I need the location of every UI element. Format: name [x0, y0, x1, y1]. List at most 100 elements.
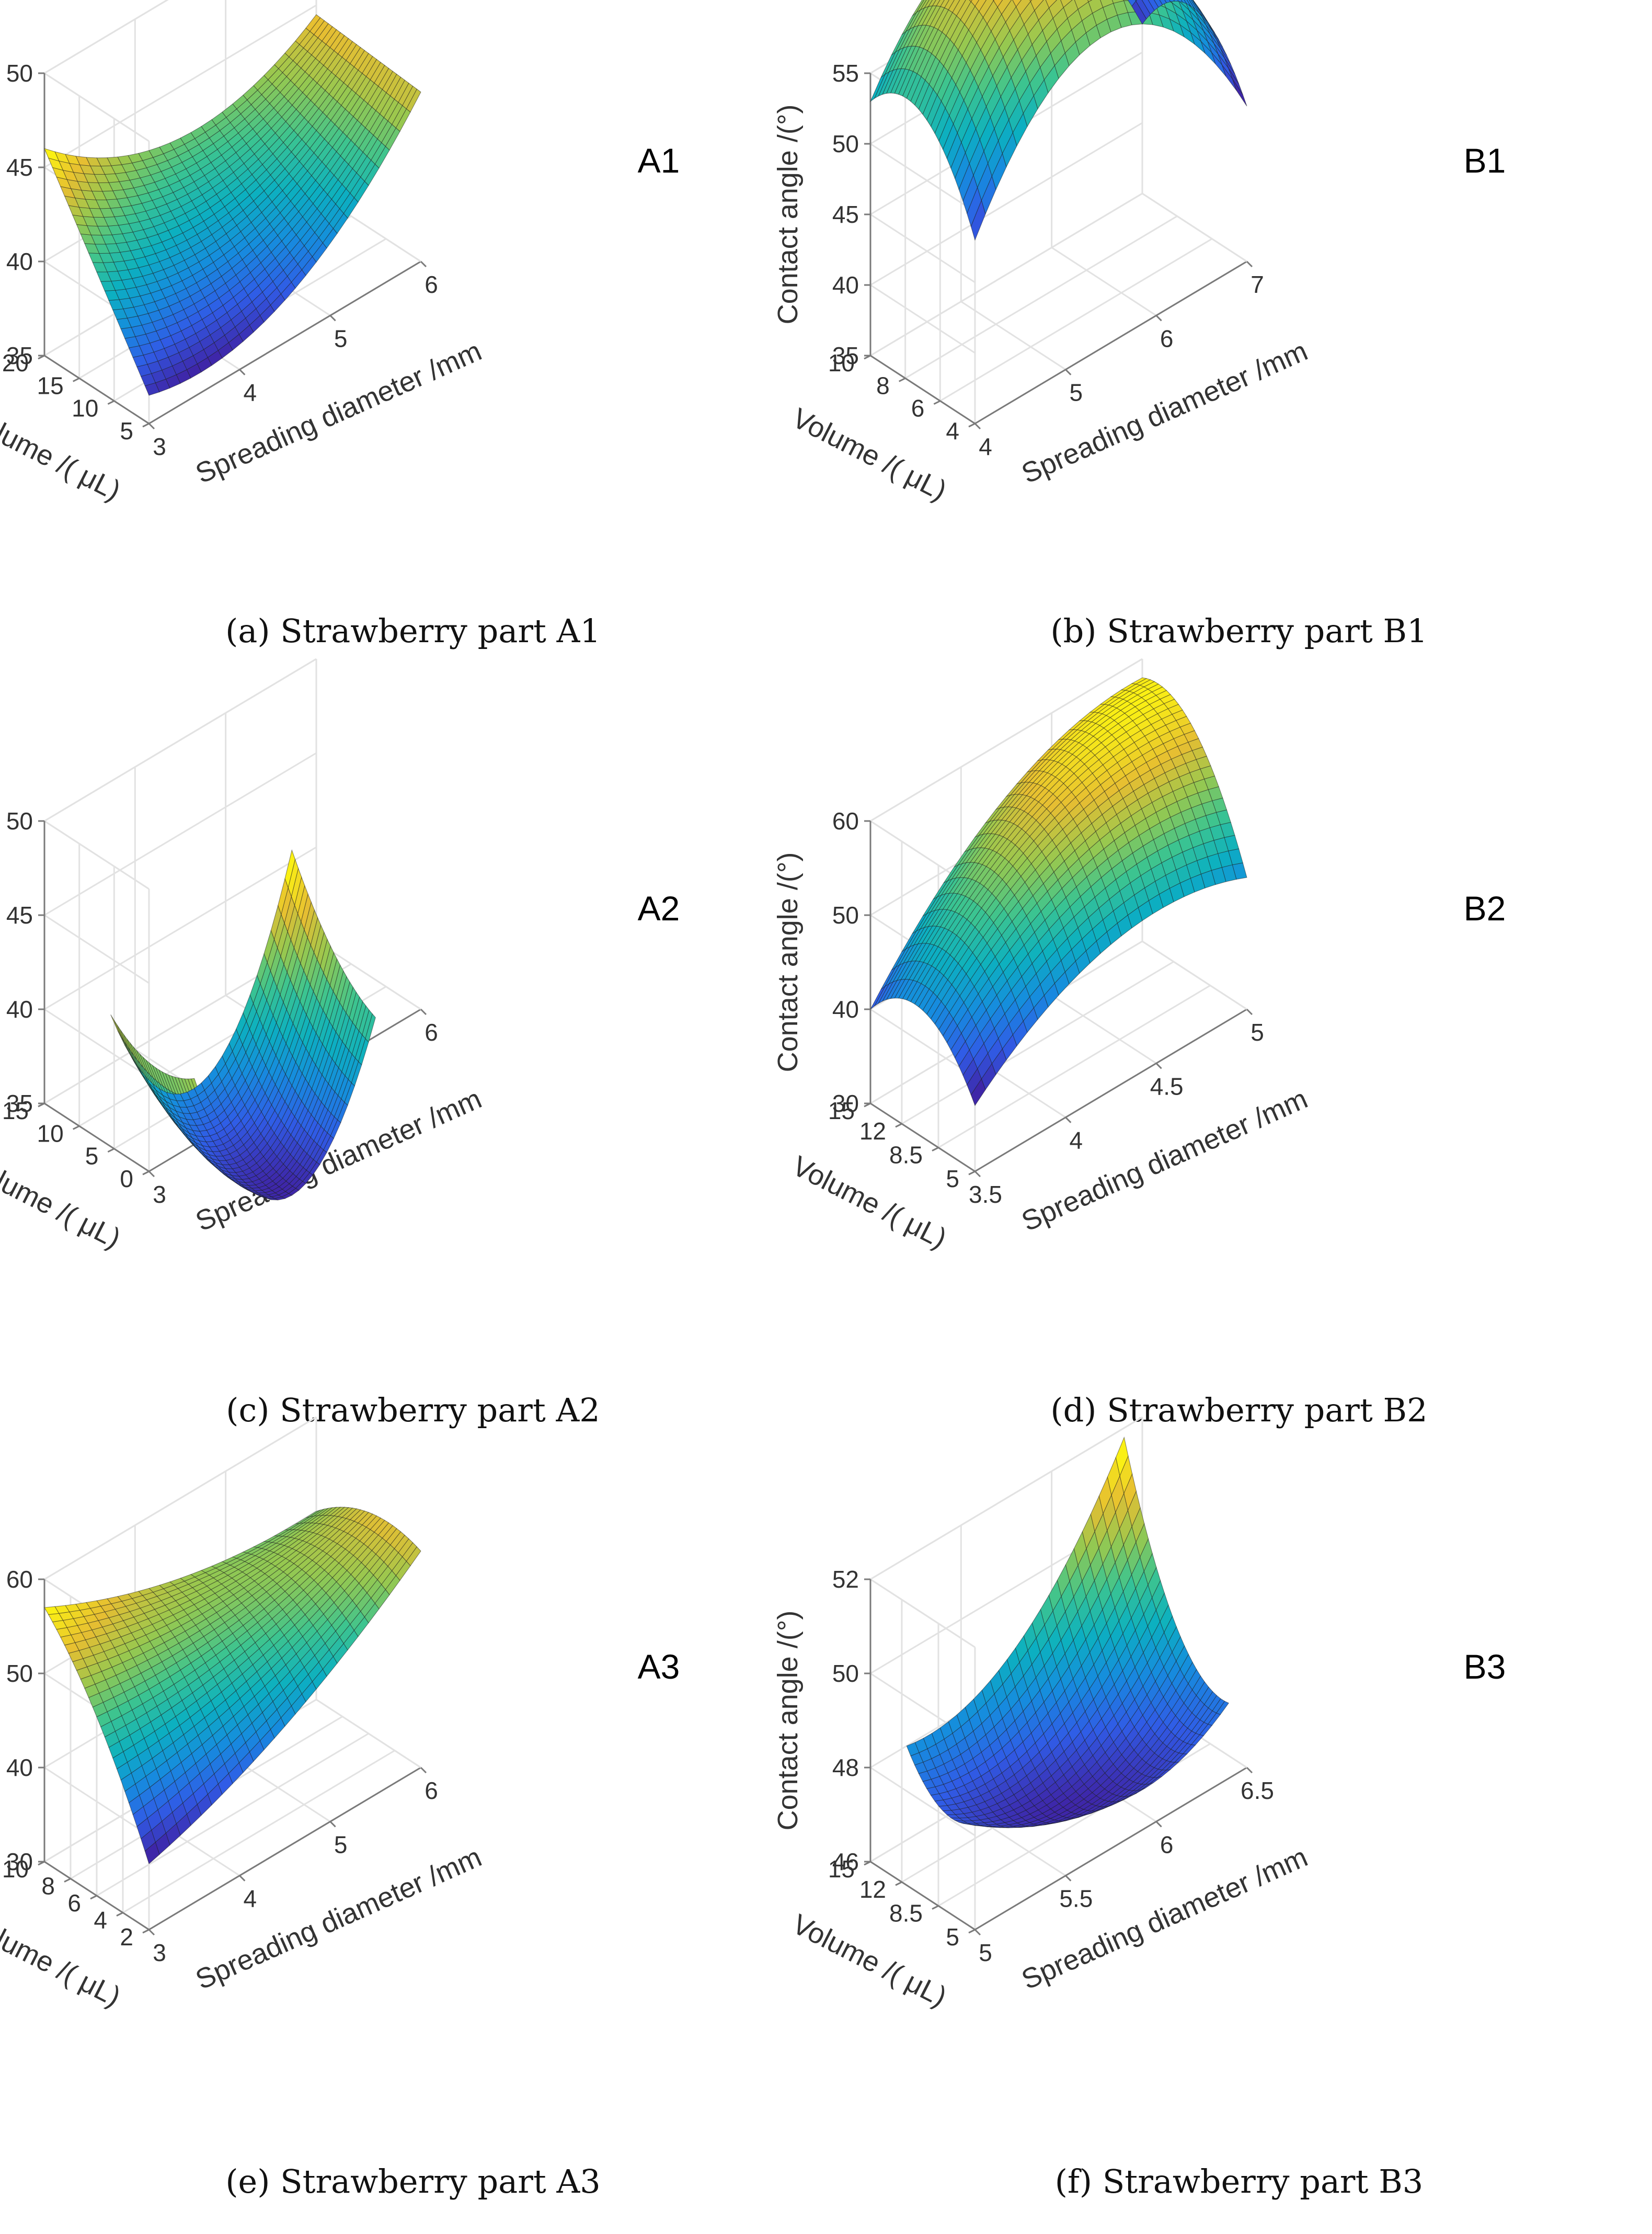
- y-tick: [142, 423, 150, 428]
- z-tick-label: 35: [832, 342, 859, 369]
- x-tick: [974, 1170, 981, 1178]
- x-tick: [148, 423, 155, 430]
- x-tick-label: 6: [425, 1777, 438, 1804]
- gridline-y: [904, 215, 1178, 379]
- y-tick: [116, 1912, 123, 1917]
- y-tick: [898, 377, 906, 382]
- surface-cell: [870, 986, 886, 1010]
- y-axis-line: [870, 1861, 976, 1931]
- y-tick-label: 12: [859, 1876, 886, 1903]
- surface-cell: [1111, 0, 1125, 4]
- y-axis-line: [870, 355, 976, 425]
- x-tick: [420, 1766, 427, 1774]
- x-tick: [974, 423, 981, 430]
- y-tick-label: 8.5: [889, 1142, 923, 1169]
- x-axis-label: Spreading diameter /mm: [1017, 1841, 1312, 1996]
- z-tick-label: 40: [832, 271, 859, 299]
- z-axis-label: Contact angle /(°): [772, 1611, 804, 1831]
- x-tick-label: 6: [1160, 1831, 1174, 1858]
- gridline-z: [870, 143, 976, 213]
- x-tick: [1065, 1875, 1072, 1882]
- z-axis-label: Contact angle /(°): [772, 105, 804, 325]
- z-tick-label: 50: [6, 1660, 33, 1687]
- z-tick-label: 30: [832, 1090, 859, 1117]
- x-tick-label: 5: [979, 1939, 992, 1966]
- y-axis-line: [44, 355, 150, 425]
- panel-tag: A2: [638, 889, 680, 928]
- y-tick-label: 15: [37, 372, 63, 399]
- y-tick-label: 4: [94, 1907, 107, 1934]
- gridline-x: [960, 301, 1066, 370]
- box-edge: [44, 1416, 317, 1580]
- y-tick-label: 4: [946, 417, 959, 444]
- x-tick-label: 5: [1070, 379, 1083, 406]
- y-tick: [107, 400, 115, 405]
- x-tick-label: 4: [244, 379, 257, 406]
- y-tick: [64, 1878, 71, 1883]
- box-edge: [870, 658, 1143, 822]
- x-tick: [1155, 315, 1162, 322]
- z-tick-label: 40: [6, 996, 33, 1023]
- y-tick: [72, 377, 80, 382]
- y-tick-label: 15: [2, 1097, 29, 1124]
- gridline-y: [901, 961, 1174, 1125]
- y-tick-label: 2: [120, 1923, 133, 1951]
- box-edge: [870, 1578, 976, 1648]
- x-tick-label: 6: [425, 271, 438, 298]
- z-tick-label: 50: [832, 130, 859, 157]
- gridline-x: [1051, 995, 1157, 1064]
- x-tick-label: 4: [244, 1885, 257, 1912]
- floor-edge: [1142, 940, 1247, 1010]
- x-axis-line: [974, 1008, 1247, 1172]
- y-tick: [142, 1929, 150, 1934]
- gridline-y: [96, 1733, 369, 1897]
- surface-cell: [44, 1606, 60, 1615]
- box-edge: [44, 820, 150, 890]
- x-tick: [974, 1929, 981, 1936]
- y-tick-label: 5: [946, 1165, 959, 1192]
- y-tick: [968, 1170, 976, 1176]
- z-tick-label: 52: [832, 1566, 859, 1593]
- y-axis-label: Volume /( μL): [0, 402, 125, 507]
- x-tick-label: 7: [1251, 271, 1264, 298]
- z-tick-label: 60: [6, 1566, 33, 1593]
- x-tick-label: 4: [979, 433, 992, 460]
- gridline-z: [44, 846, 317, 1010]
- y-tick: [895, 1123, 902, 1128]
- gridline-z: [870, 192, 1143, 357]
- panel-tag: A3: [638, 1647, 680, 1686]
- box-edge: [870, 1416, 1143, 1580]
- surface-cell: [1232, 78, 1247, 107]
- y-tick-label: 6: [67, 1889, 81, 1917]
- x-tick-label: 6.5: [1241, 1777, 1274, 1804]
- y-tick-label: 0: [120, 1165, 133, 1192]
- x-tick: [1246, 1008, 1253, 1016]
- z-tick-label: 40: [6, 248, 33, 275]
- surface-mesh: [870, 677, 1247, 1107]
- x-tick: [1155, 1821, 1162, 1828]
- surface-mesh: [110, 849, 376, 1201]
- surface-mesh: [44, 1507, 421, 1864]
- caption-b1: (b) Strawberry part B1: [1050, 612, 1428, 650]
- y-tick-label: 5: [946, 1923, 959, 1951]
- floor-edge: [316, 1699, 421, 1769]
- x-tick: [1065, 369, 1072, 375]
- surface-cell: [110, 1015, 121, 1036]
- box-edge: [44, 658, 317, 822]
- surface-cell: [906, 1742, 920, 1757]
- gridline-z: [44, 0, 169, 74]
- y-tick: [90, 1895, 97, 1900]
- gridline-y: [938, 985, 1211, 1148]
- y-tick-label: 10: [2, 1855, 29, 1883]
- x-tick-label: 5: [334, 325, 348, 352]
- y-tick: [142, 1170, 150, 1176]
- x-tick-label: 3.5: [969, 1181, 1002, 1208]
- z-tick-label: 48: [832, 1754, 859, 1781]
- box-edge: [44, 0, 169, 74]
- z-tick-label: 40: [6, 1754, 33, 1781]
- surface-mesh: [44, 14, 421, 396]
- x-axis-label: Spreading diameter /mm: [191, 335, 486, 489]
- gridline-y: [122, 1750, 395, 1913]
